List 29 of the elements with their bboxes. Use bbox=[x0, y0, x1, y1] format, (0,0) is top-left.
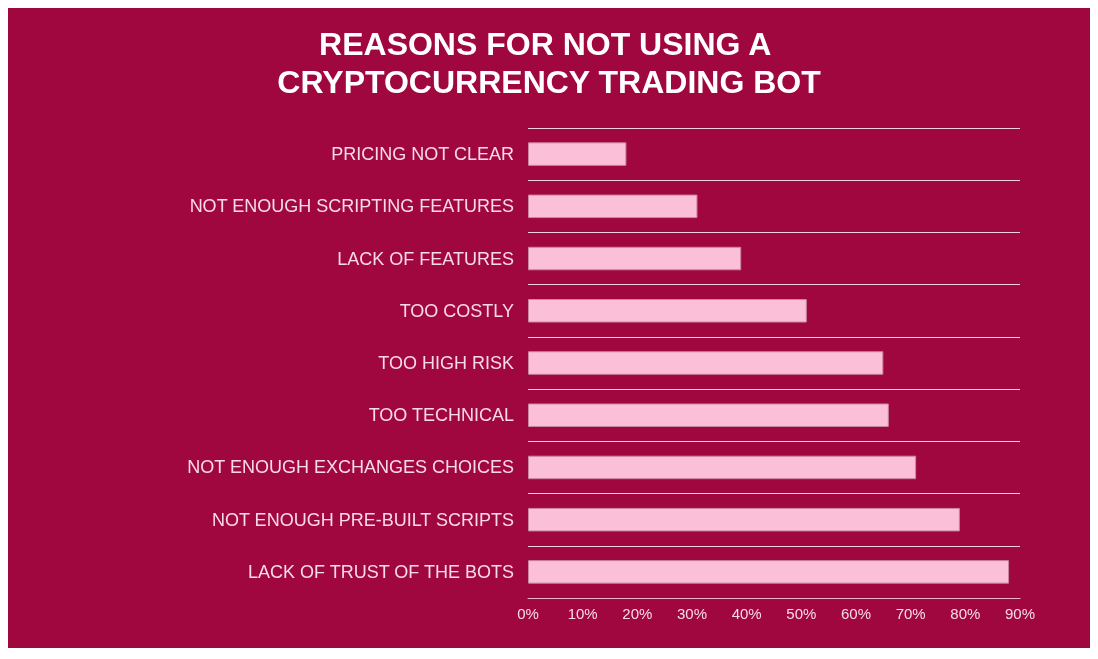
y-tick-label: TOO TECHNICAL bbox=[368, 405, 514, 426]
bar bbox=[528, 351, 884, 375]
bar bbox=[528, 194, 698, 219]
bar bbox=[528, 246, 742, 271]
y-tick-label: NOT ENOUGH SCRIPTING FEATURES bbox=[189, 196, 514, 217]
x-tick-label: 20% bbox=[622, 605, 653, 622]
y-tick-label: LACK OF FEATURES bbox=[337, 248, 514, 269]
bar bbox=[528, 142, 627, 166]
bar bbox=[528, 403, 889, 427]
y-tick-label: NOT ENOUGH PRE-BUILT SCRIPTS bbox=[211, 509, 514, 530]
x-tick-label: 70% bbox=[895, 605, 926, 622]
y-tick-label: PRICING NOT CLEAR bbox=[331, 144, 514, 165]
x-tick-label: 60% bbox=[840, 605, 872, 622]
bar bbox=[528, 507, 960, 532]
bar bbox=[528, 560, 1010, 584]
bar bbox=[528, 455, 917, 480]
y-tick-label: TOO COSTLY bbox=[399, 300, 514, 321]
x-tick-label: 10% bbox=[567, 605, 598, 622]
y-tick-label: LACK OF TRUST OF THE BOTS bbox=[247, 561, 514, 582]
x-tick-label: 90% bbox=[1004, 605, 1036, 622]
chart-title: REASONS FOR NOT USING A CRYPTOCURRENCY TRADING BOT bbox=[277, 26, 822, 100]
x-tick-label: 50% bbox=[786, 605, 817, 622]
bar bbox=[528, 299, 807, 323]
x-tick-label: 30% bbox=[676, 605, 708, 622]
x-tick-label: 80% bbox=[950, 605, 981, 622]
x-tick-label: 0% bbox=[517, 605, 539, 622]
y-tick-label: NOT ENOUGH EXCHANGES CHOICES bbox=[187, 457, 514, 478]
x-tick-label: 40% bbox=[731, 605, 762, 622]
y-tick-label: TOO HIGH RISK bbox=[378, 353, 514, 373]
